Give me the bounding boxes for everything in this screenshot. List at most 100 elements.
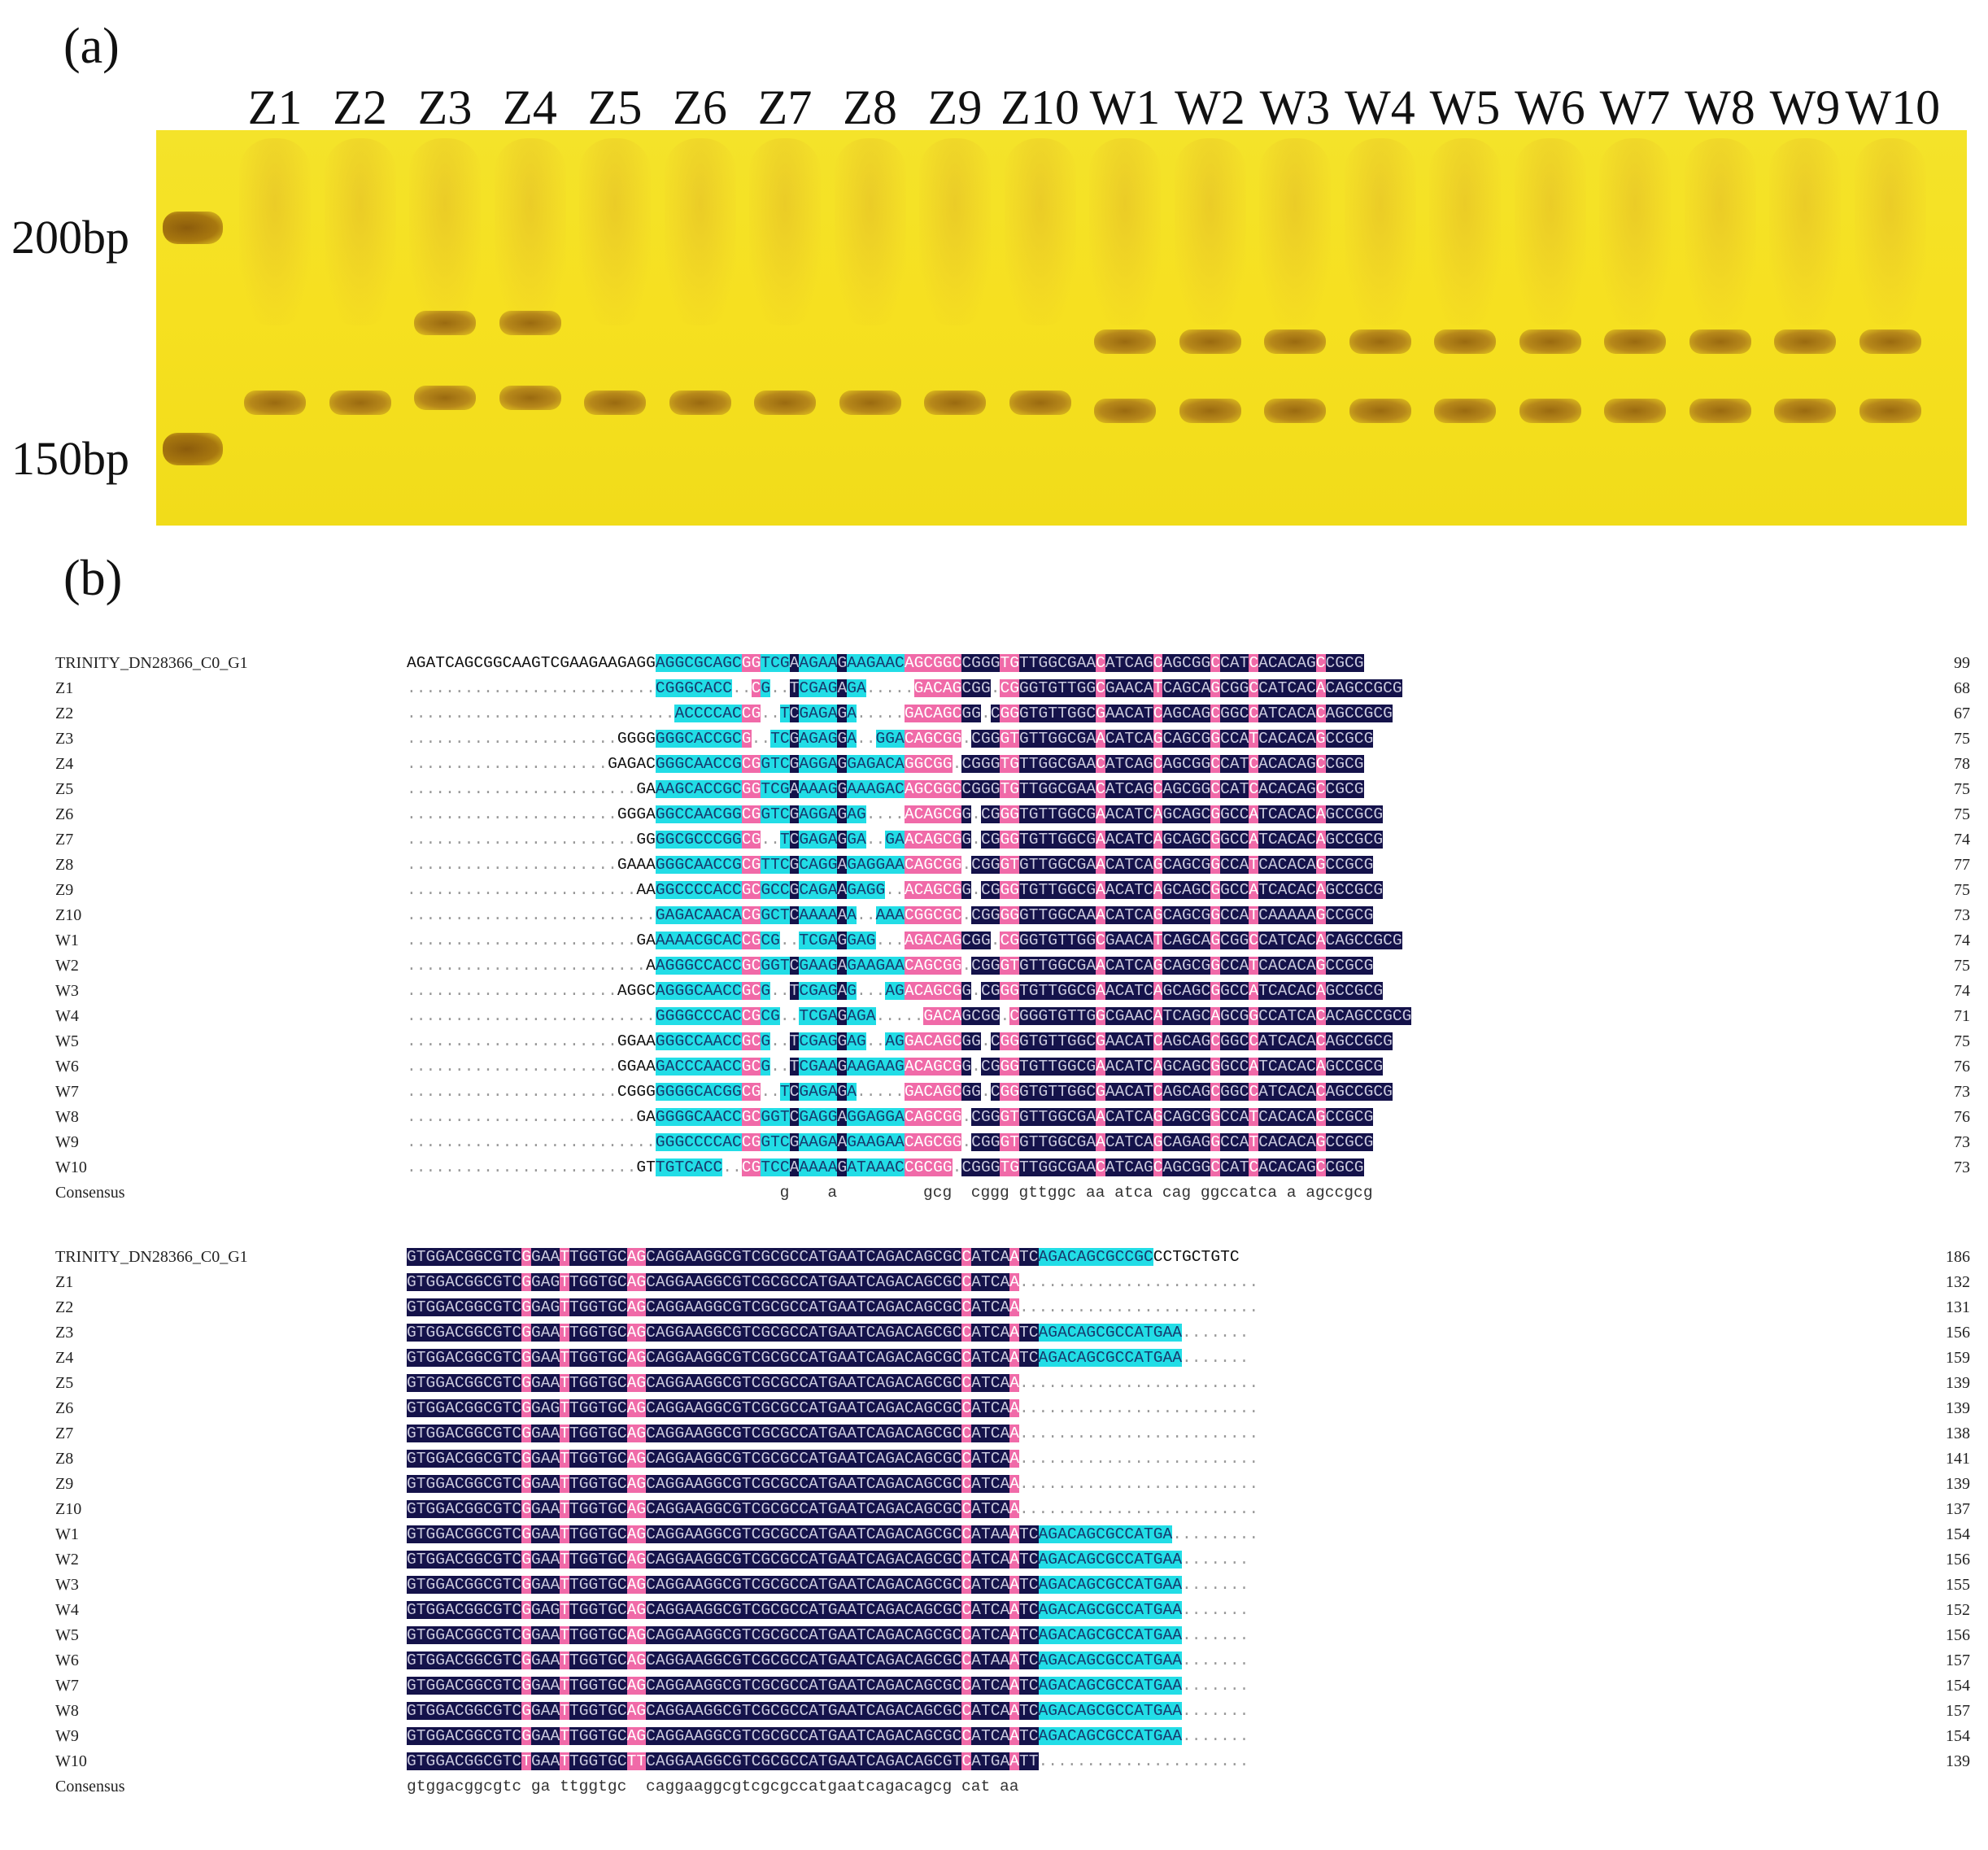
sequence-name: Z6 bbox=[55, 805, 74, 823]
lane-label-w9: W9 bbox=[1769, 81, 1841, 134]
sequence-name: Z9 bbox=[55, 881, 74, 899]
sequence-residues: .........................AAGGGCCACCGCGGT… bbox=[407, 957, 1374, 975]
band-lower-w2 bbox=[1179, 399, 1241, 423]
sequence-residues: GTGGACGGCGTCGGAATTGGTGCAGCAGGAAGGCGTCGCG… bbox=[407, 1651, 1249, 1669]
lane-label-w6: W6 bbox=[1515, 81, 1585, 134]
band-lower-z5 bbox=[584, 391, 646, 415]
sequence-length: 154 bbox=[1946, 1727, 1970, 1745]
sequence-residues: GTGGACGGCGTCGGAATTGGTGCAGCAGGAAGGCGTCGCG… bbox=[407, 1702, 1249, 1720]
alignment-row: W1 GTGGACGGCGTCGGAATTGGTGCAGCAGGAAGGCGTCG… bbox=[49, 1522, 1985, 1547]
lane-smear bbox=[1174, 138, 1246, 325]
band-upper-w8 bbox=[1689, 329, 1751, 354]
sequence-name: W5 bbox=[55, 1626, 79, 1644]
sequence-name: W3 bbox=[55, 982, 79, 1000]
band-upper-z4 bbox=[499, 311, 561, 335]
lane-smear bbox=[664, 138, 736, 325]
sequence-length: 154 bbox=[1946, 1525, 1970, 1543]
sequence-residues: GTGGACGGCGTCGGAATTGGTGCAGCAGGAAGGCGTCGCG… bbox=[407, 1475, 1259, 1493]
ladder-200bp-label: 200bp bbox=[11, 211, 129, 264]
band-lower-z1 bbox=[244, 391, 306, 415]
lane-label-w10: W10 bbox=[1845, 81, 1941, 134]
band-upper-w1 bbox=[1094, 329, 1156, 354]
sequence-length: 156 bbox=[1946, 1626, 1970, 1644]
sequence-residues: AGATCAGCGGCAAGTCGAAGAAGAGGAGGCGCAGCGGTCG… bbox=[407, 654, 1364, 672]
band-upper-w9 bbox=[1774, 329, 1836, 354]
sequence-name: W4 bbox=[55, 1007, 79, 1025]
alignment-row: W5 GTGGACGGCGTCGGAATTGGTGCAGCAGGAAGGCGTCG… bbox=[49, 1623, 1985, 1648]
sequence-name: Z5 bbox=[55, 780, 74, 798]
lane-label-z2: Z2 bbox=[333, 81, 387, 134]
alignment-row: Z4 .....................GAGACGGGCAACCGCGG… bbox=[49, 752, 1985, 777]
lane-label-z3: Z3 bbox=[417, 81, 473, 134]
sequence-name: Z7 bbox=[55, 831, 74, 849]
sequence-name: W2 bbox=[55, 1551, 79, 1569]
sequence-residues: ........................GAGGGGCAACCGCGGT… bbox=[407, 1108, 1374, 1126]
alignment-row: Z9 ........................AAGGCCCCACCGCG… bbox=[49, 878, 1985, 903]
lane-smear bbox=[749, 138, 821, 325]
alignment-row: W2 .........................AAGGGCCACCGCG… bbox=[49, 953, 1985, 979]
panel-b-label: (b) bbox=[63, 551, 123, 606]
sequence-length: 74 bbox=[1954, 831, 1970, 849]
sequence-alignment: TRINITY_DN28366_C0_G1 AGATCAGCGGCAAGTCGAA… bbox=[49, 651, 1985, 1822]
lane-smear bbox=[1854, 138, 1926, 325]
sequence-length: 139 bbox=[1946, 1475, 1970, 1493]
band-upper-w4 bbox=[1349, 329, 1411, 354]
sequence-length: 75 bbox=[1954, 957, 1970, 975]
sequence-name: Z1 bbox=[55, 679, 74, 697]
band-lower-z3 bbox=[414, 386, 476, 410]
alignment-row: Z1 GTGGACGGCGTCGGAGTTGGTGCAGCAGGAAGGCGTCG… bbox=[49, 1270, 1985, 1295]
alignment-row: W6 ......................GGAAGACCCAACCGCG… bbox=[49, 1054, 1985, 1080]
lane-smear bbox=[1344, 138, 1416, 325]
lane-smear bbox=[1259, 138, 1331, 325]
sequence-residues: GTGGACGGCGTCGGAATTGGTGCAGCAGGAAGGCGTCGCG… bbox=[407, 1576, 1249, 1594]
lane-smear bbox=[409, 138, 481, 325]
lane-label-z4: Z4 bbox=[503, 81, 557, 134]
sequence-residues: ..........................GAGACAACACGGCT… bbox=[407, 906, 1374, 924]
sequence-length: 76 bbox=[1954, 1058, 1970, 1076]
sequence-residues: ..........................CGGGCACC..CG..… bbox=[407, 679, 1402, 697]
sequence-residues: GTGGACGGCGTCGGAATTGGTGCAGCAGGAAGGCGTCGCG… bbox=[407, 1248, 1240, 1266]
band-lower-w8 bbox=[1689, 399, 1751, 423]
sequence-name: Z1 bbox=[55, 1273, 74, 1291]
alignment-row: Z7 ........................GGGGCGCCCGGCG.… bbox=[49, 827, 1985, 853]
sequence-length: 75 bbox=[1954, 780, 1970, 798]
sequence-residues: GTGGACGGCGTCGGAATTGGTGCAGCAGGAAGGCGTCGCG… bbox=[407, 1374, 1259, 1392]
band-upper-w10 bbox=[1859, 329, 1921, 354]
sequence-name: W6 bbox=[55, 1651, 79, 1669]
lane-label-z10: Z10 bbox=[1001, 81, 1079, 134]
lane-label-w2: W2 bbox=[1175, 81, 1245, 134]
sequence-residues: GTGGACGGCGTCGGAGTTGGTGCAGCAGGAAGGCGTCGCG… bbox=[407, 1399, 1259, 1417]
lane-label-z7: Z7 bbox=[757, 81, 813, 134]
alignment-row: W7 ......................CGGGGGGGCACGGCG.… bbox=[49, 1080, 1985, 1105]
band-lower-z7 bbox=[754, 391, 816, 415]
alignment-row: Z10 GTGGACGGCGTCGGAATTGGTGCAGCAGGAAGGCGTC… bbox=[49, 1497, 1985, 1522]
sequence-name: Z7 bbox=[55, 1425, 74, 1442]
alignment-row: Z10 ..........................GAGACAACACG… bbox=[49, 903, 1985, 928]
band-upper-w3 bbox=[1264, 329, 1326, 354]
sequence-length: 139 bbox=[1946, 1374, 1970, 1392]
sequence-residues: GTGGACGGCGTCTGAATTGGTGCTTCAGGAAGGCGTCGCG… bbox=[407, 1752, 1249, 1770]
sequence-length: 73 bbox=[1954, 1083, 1970, 1101]
band-lower-z2 bbox=[329, 391, 391, 415]
sequence-residues: GTGGACGGCGTCGGAATTGGTGCAGCAGGAAGGCGTCGCG… bbox=[407, 1677, 1249, 1695]
sequence-name: Consensus bbox=[55, 1778, 125, 1795]
sequence-name: Z8 bbox=[55, 1450, 74, 1468]
alignment-row: W7 GTGGACGGCGTCGGAATTGGTGCAGCAGGAAGGCGTCG… bbox=[49, 1673, 1985, 1699]
lane-smear bbox=[324, 138, 396, 325]
alignment-row: Z5 GTGGACGGCGTCGGAATTGGTGCAGCAGGAAGGCGTCG… bbox=[49, 1371, 1985, 1396]
band-lower-w1 bbox=[1094, 399, 1156, 423]
sequence-residues: ........................GAAAAACGCACCGCG.… bbox=[407, 932, 1402, 949]
lane-smear bbox=[1514, 138, 1586, 325]
alignment-row: Z1 ..........................CGGGCACC..CG… bbox=[49, 676, 1985, 701]
sequence-length: 73 bbox=[1954, 1133, 1970, 1151]
sequence-name: W8 bbox=[55, 1108, 79, 1126]
sequence-length: 138 bbox=[1946, 1425, 1970, 1442]
sequence-name: Z8 bbox=[55, 856, 74, 874]
lane-label-z1: Z1 bbox=[247, 81, 303, 134]
sequence-name: W1 bbox=[55, 1525, 79, 1543]
lane-label-w5: W5 bbox=[1429, 81, 1501, 134]
sequence-length: 131 bbox=[1946, 1298, 1970, 1316]
alignment-row: Z7 GTGGACGGCGTCGGAATTGGTGCAGCAGGAAGGCGTCG… bbox=[49, 1421, 1985, 1446]
consensus-row: Consensus g a gcg cggg gttggc aa atca ca… bbox=[49, 1180, 1985, 1206]
band-lower-w3 bbox=[1264, 399, 1326, 423]
